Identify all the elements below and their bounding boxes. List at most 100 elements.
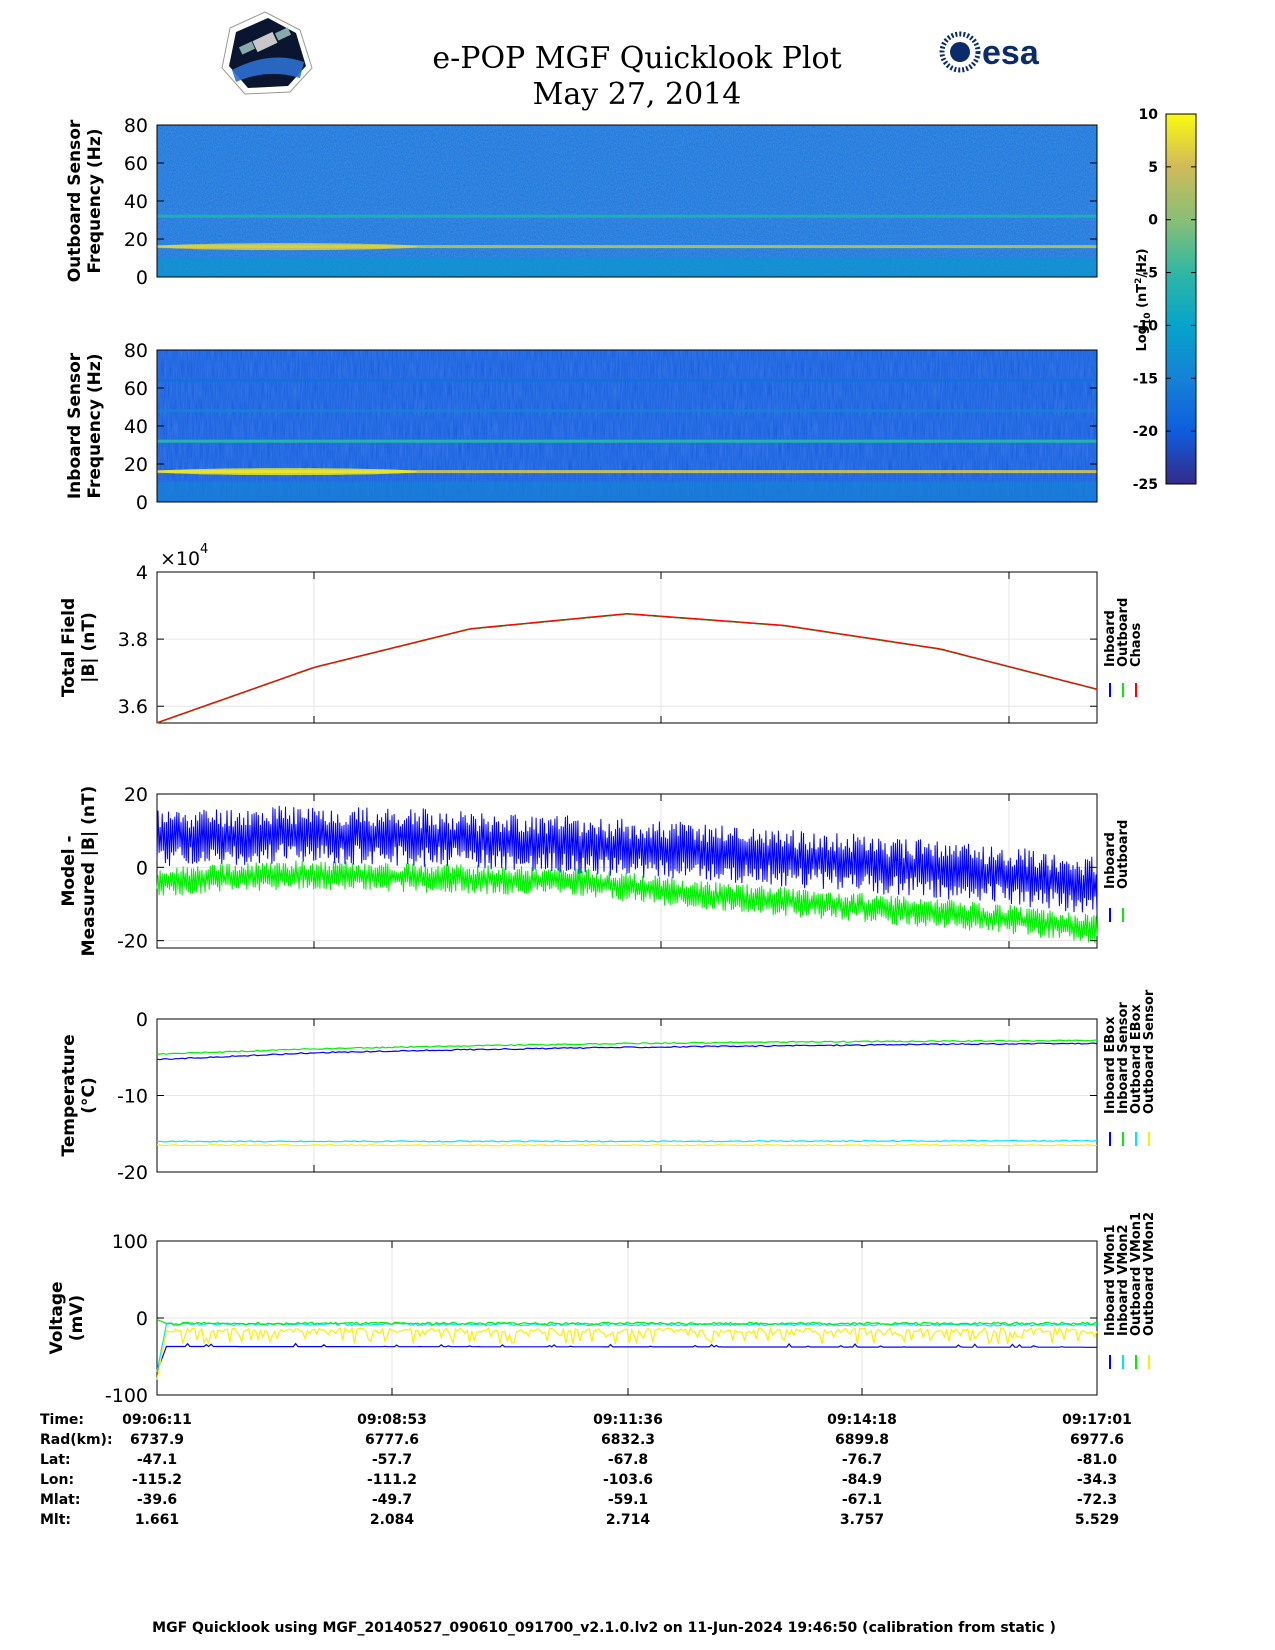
spectral-line-32hz	[157, 439, 1097, 443]
y-axis-label: Model -Measured |B| (nT)	[59, 786, 99, 957]
spectral-line-32hz	[157, 214, 1097, 218]
axis-exponent: ×10	[160, 548, 200, 570]
ephemeris-value: -34.3	[1077, 1472, 1117, 1488]
y-axis-label-line: Measured |B| (nT)	[79, 786, 99, 957]
colorbar-tick-label: -20	[1133, 424, 1159, 440]
series-outboard-sensor	[156, 1144, 1098, 1147]
y-tick-label: 0	[136, 1308, 148, 1330]
spectral-line-16hz	[157, 470, 1097, 474]
legend-label: Outboard	[1116, 598, 1131, 667]
spectral-line-highlight	[157, 468, 417, 476]
ephemeris-value: 6832.3	[601, 1432, 655, 1448]
y-tick-label: 80	[124, 115, 148, 137]
y-tick-label: 20	[124, 454, 148, 476]
series-outboard-vmon2	[156, 1325, 1098, 1380]
ephemeris-row-label: Lon:	[40, 1472, 74, 1488]
y-tick-label: 60	[124, 378, 148, 400]
colorbar-tick-label: 5	[1148, 160, 1158, 176]
y-tick-label: 40	[124, 416, 148, 438]
spectrogram-low-band	[157, 257, 1097, 277]
ephemeris-value: -76.7	[842, 1452, 882, 1468]
ephemeris-value: -115.2	[132, 1472, 182, 1488]
y-axis-label-line: Frequency (Hz)	[85, 128, 105, 273]
legend-label: Outboard Sensor	[1142, 989, 1157, 1114]
ephemeris-value: 6737.9	[130, 1432, 184, 1448]
figure-title: e-POP MGF Quicklook Plot	[432, 41, 841, 76]
colorbar-tick-label: 10	[1139, 107, 1159, 123]
colorbar-tick-label: 0	[1148, 213, 1158, 229]
series-inboard-sensor	[156, 1039, 1098, 1055]
ephemeris-value: 09:06:11	[122, 1412, 192, 1428]
ephemeris-value: -39.6	[137, 1492, 177, 1508]
ephemeris-value: -57.7	[372, 1452, 412, 1468]
y-axis-label-line: Outboard Sensor	[65, 119, 85, 282]
y-axis-label: Inboard SensorFrequency (Hz)	[65, 352, 105, 499]
ephemeris-value: -67.8	[608, 1452, 648, 1468]
y-tick-label: 0	[136, 857, 148, 879]
y-tick-label: 3.6	[118, 696, 148, 718]
y-tick-label: 20	[124, 784, 148, 806]
ephemeris-table: Time: 09:06:11 09:08:53 09:11:36 09:14:18 09:…	[40, 1412, 1132, 1528]
voltage-panel: -100 0 100 Voltage(mV) Inboard VMon1Inboard …	[47, 1212, 1157, 1407]
series-outboard-ebox	[157, 1139, 1098, 1143]
y-tick-label: -10	[117, 1086, 148, 1108]
colorbar-tick-label: -15	[1133, 371, 1158, 387]
ephemeris-row-label: Time:	[40, 1412, 84, 1428]
spectral-line-48hz	[157, 409, 1097, 413]
mission-logo	[221, 11, 313, 95]
y-tick-label: -100	[105, 1385, 148, 1407]
colorbar-gradient	[1165, 113, 1197, 485]
ephemeris-value: -67.1	[842, 1492, 882, 1508]
series-inboard-ebox	[156, 1042, 1098, 1061]
inboard-spectrogram-panel: 0 20 40 60 80 Inboard SensorFrequency (Hz)	[65, 340, 1098, 514]
ephemeris-value: -59.1	[608, 1492, 648, 1508]
spectral-line-64hz	[157, 378, 1097, 382]
y-tick-label: 3.8	[118, 629, 148, 651]
y-axis-label-line: Inboard Sensor	[65, 352, 85, 499]
y-axis-label-line: Frequency (Hz)	[85, 353, 105, 498]
ephemeris-value: 09:14:18	[827, 1412, 897, 1428]
ephemeris-value: -49.7	[372, 1492, 412, 1508]
legend-label: Inboard VMon1	[1103, 1224, 1118, 1336]
colorbar-label: Log10 (nT2/Hz)	[1134, 248, 1153, 351]
y-tick-label: 0	[136, 492, 148, 514]
spectrogram-low-band	[157, 482, 1097, 502]
legend-label: Outboard	[1116, 820, 1131, 889]
ephemeris-value: 3.757	[840, 1512, 884, 1528]
y-axis-label-line: Total Field	[59, 598, 79, 697]
ephemeris-value: 6777.6	[365, 1432, 419, 1448]
legend-label: Inboard Sensor	[1116, 1002, 1131, 1114]
ephemeris-value: 2.714	[606, 1512, 651, 1528]
series-outboard	[156, 860, 1098, 943]
y-axis-label: Voltage(mV)	[47, 1281, 87, 1354]
y-axis-label-line: (°C)	[79, 1077, 99, 1114]
ephemeris-value: -81.0	[1077, 1452, 1118, 1468]
legend-label: Outboard VMon2	[1142, 1212, 1157, 1336]
y-axis-label: Temperature(°C)	[59, 1034, 99, 1156]
spectral-line-highlight	[157, 243, 417, 251]
legend-label: Inboard	[1103, 610, 1118, 667]
y-tick-label: 60	[124, 153, 148, 175]
temperature-panel: -20 -10 0 Temperature(°C) Inboard EBoxInboar…	[59, 989, 1157, 1184]
y-axis-label-line: Voltage	[47, 1281, 67, 1354]
y-tick-label: 100	[112, 1231, 148, 1253]
ephemeris-value: 6899.8	[835, 1432, 889, 1448]
ephemeris-value: 09:11:36	[593, 1412, 663, 1428]
legend-label: Outboard EBox	[1129, 1004, 1144, 1114]
ephemeris-value: 5.529	[1075, 1512, 1119, 1528]
ephemeris-row-label: Rad(km):	[40, 1432, 113, 1448]
legend-label: Outboard VMon1	[1129, 1212, 1144, 1336]
y-axis-label-line: Model -	[59, 835, 79, 906]
esa-logo: esa	[939, 31, 1040, 73]
ephemeris-row-label: Mlat:	[40, 1492, 80, 1508]
spectrogram-noise	[157, 350, 1097, 502]
series-inboard	[156, 805, 1098, 914]
series-inboard-vmon1	[156, 1342, 1097, 1373]
y-axis-label-line: (mV)	[67, 1295, 87, 1341]
y-tick-label: 4	[136, 562, 148, 584]
spectrogram-noise	[157, 125, 1097, 277]
legend-label: Inboard	[1103, 832, 1118, 889]
y-tick-label: 20	[124, 229, 148, 251]
